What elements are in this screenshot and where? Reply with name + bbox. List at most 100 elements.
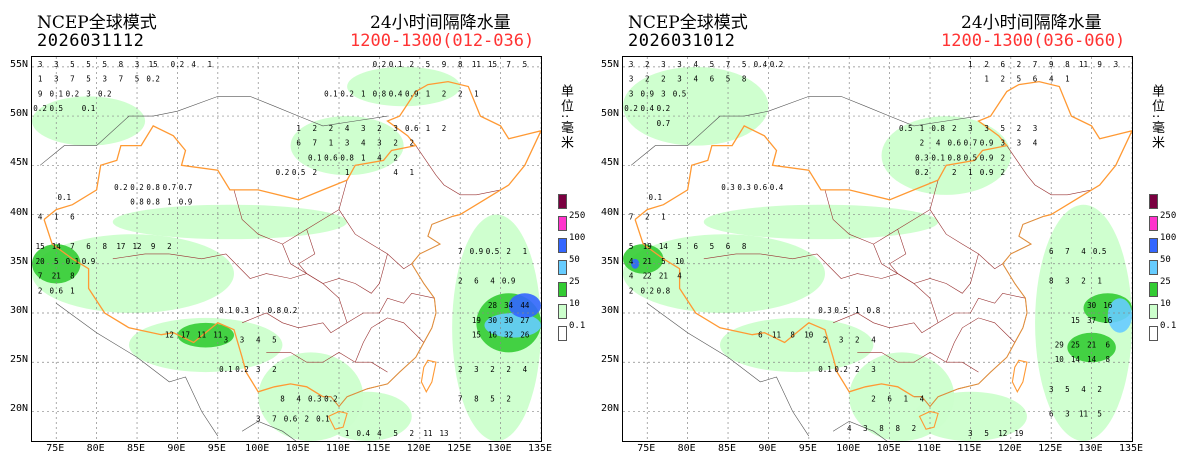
province-border	[415, 145, 501, 196]
precip-value: 21	[1087, 340, 1096, 349]
lon-tick-label: 75E	[637, 443, 656, 454]
precip-value: 2	[1017, 124, 1022, 133]
precip-value: 2	[645, 75, 650, 84]
rain-area	[623, 234, 825, 313]
precip-value: 2	[393, 153, 398, 162]
precip-value: 9	[1097, 60, 1102, 69]
rain-area	[290, 116, 404, 176]
precip-value: 5	[984, 429, 989, 438]
precip-value: 0.1	[649, 193, 663, 202]
precip-value: 2	[984, 60, 989, 69]
lon-tick-label: 75E	[46, 443, 65, 454]
precip-value: 1	[968, 60, 973, 69]
coast-border	[322, 215, 453, 408]
precip-value: 5	[629, 242, 634, 251]
precip-value: 3	[256, 414, 261, 423]
product-title: 24小时间隔降水量	[370, 13, 511, 33]
national-border	[43, 80, 541, 221]
legend-swatch	[1149, 304, 1158, 319]
precip-value: 1	[968, 168, 973, 177]
precip-value: 5	[86, 60, 91, 69]
precip-value: 3	[38, 60, 43, 69]
coast-border	[913, 215, 1044, 408]
precip-value: 21	[52, 272, 61, 281]
province-border	[945, 317, 1016, 363]
precip-value: 5	[135, 75, 140, 84]
precip-value: 0.2	[324, 395, 338, 404]
precip-value: 2	[1000, 168, 1005, 177]
precip-value: 5	[523, 60, 528, 69]
country-border-foreign	[241, 420, 297, 441]
precip-value: 1	[345, 429, 350, 438]
precip-value: 4	[523, 365, 528, 374]
precip-value: 2	[1017, 60, 1022, 69]
precip-value: 2	[409, 429, 414, 438]
province-border	[889, 229, 907, 274]
precip-value: 0.3	[721, 183, 735, 192]
province-border	[338, 209, 412, 270]
precip-value: 5	[677, 242, 682, 251]
legend-swatch	[1149, 216, 1158, 231]
province-border	[112, 253, 170, 260]
precip-value: 3	[677, 75, 682, 84]
lat-tick-label: 45N	[9, 157, 28, 169]
legend-value: 10	[1160, 299, 1171, 309]
precip-value: 0.2	[284, 306, 298, 315]
lon-tick-label: 80E	[86, 443, 105, 454]
precip-value: 7	[458, 247, 463, 256]
precip-value: 4	[377, 429, 382, 438]
rain-area	[32, 96, 146, 146]
precip-value: 2	[38, 286, 43, 295]
precip-value: 6	[86, 242, 91, 251]
precip-value: 5	[726, 75, 731, 84]
precip-value: 6	[1000, 60, 1005, 69]
precip-value: 0.4	[356, 429, 370, 438]
lat-tick-label: 25N	[600, 354, 619, 366]
precip-value: 19	[643, 242, 652, 251]
precip-value: 4	[677, 272, 682, 281]
precip-value: 2	[855, 365, 860, 374]
precip-map: 3 2 3 3 4 5 7 5 0.4 0.2 3 2 2 3 4 6 5 8 3 0.9 3 0.5 0.2 0.4 0.2 0…	[622, 56, 1133, 442]
precip-value: 8	[70, 272, 75, 281]
precip-value: 3	[839, 336, 844, 345]
province-border	[937, 292, 1026, 324]
lat-tick-label: 50N	[9, 108, 28, 120]
precip-value: 0.2	[235, 365, 249, 374]
map-svg: 3 3 5 5 5 8 3 15 0.2 4 11 3 7 5 3 7 5 0.29 0.1 0.2 3 0.20.2 0.…	[32, 57, 541, 441]
precip-value: 0.1	[324, 89, 338, 98]
precip-value: 2	[377, 124, 382, 133]
precip-value: 5	[661, 257, 666, 266]
rain-area	[913, 391, 1027, 441]
precip-value: 21	[643, 257, 652, 266]
precip-value: 5	[1065, 385, 1070, 394]
precip-value: 30	[488, 316, 498, 325]
precip-value: 7	[629, 212, 634, 221]
lat-tick-label: 25N	[9, 354, 28, 366]
precip-value: 0.3	[737, 183, 751, 192]
precip-value: 7	[506, 60, 511, 69]
precip-value: 16	[1103, 301, 1113, 310]
precip-value: 0.6	[405, 124, 419, 133]
precip-value: 6	[887, 395, 892, 404]
precip-value: 7	[1033, 60, 1038, 69]
precip-value: 2	[167, 242, 172, 251]
precip-value: 1	[474, 89, 479, 98]
precip-value: 0.2	[373, 60, 387, 69]
precip-value: 0.2	[640, 286, 654, 295]
precip-value: 7	[313, 139, 318, 148]
precip-value: 0.5	[899, 124, 913, 133]
precip-value: 0.9	[502, 276, 516, 285]
precip-value: 0.4	[770, 183, 784, 192]
precip-value: 13	[440, 429, 449, 438]
precip-value: 1	[345, 168, 350, 177]
lon-tick-label: 115E	[957, 443, 982, 454]
precip-value: 0.2	[130, 183, 144, 192]
legend-value: 0.1	[569, 321, 586, 331]
precip-value: 30	[504, 316, 514, 325]
precip-value: 0.1	[49, 89, 63, 98]
precip-value: 0.8	[657, 286, 671, 295]
precip-value: 0.3	[818, 306, 832, 315]
precip-value: 0.8	[947, 153, 961, 162]
precip-value: 4	[847, 424, 852, 433]
precip-value: 15	[1071, 316, 1080, 325]
